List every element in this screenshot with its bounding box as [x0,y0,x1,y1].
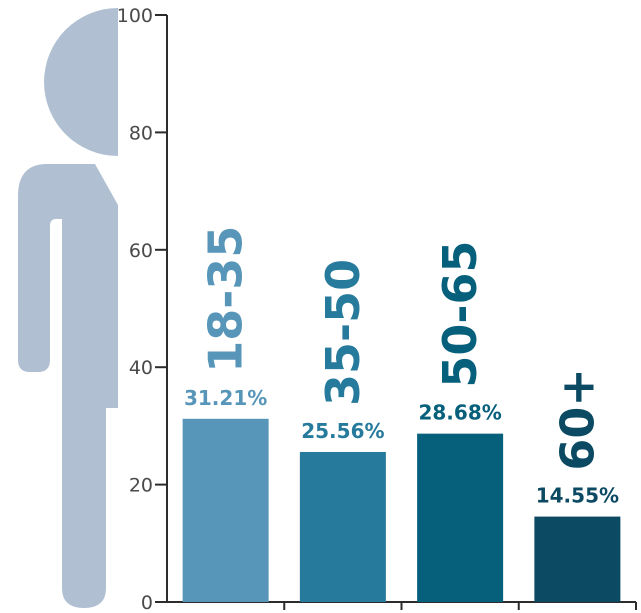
person-silhouette-icon [18,8,119,608]
bar-18-35 [182,418,269,602]
y-tick-label: 20 [129,475,153,497]
value-label: 25.56% [301,419,384,443]
y-tick-label: 80 [129,122,153,144]
y-tick-label: 100 [117,5,153,27]
category-label: 60+ [550,368,604,471]
bar-35-50 [299,451,386,602]
y-tick-label: 60 [129,240,153,262]
bars [182,418,621,602]
category-label: 50-65 [433,241,487,388]
bar-labels: 31.21% 18-35 25.56% 35-50 28.68% 50-65 14.55% 6… [184,226,619,508]
category-label: 35-50 [316,259,370,406]
value-label: 31.21% [184,386,267,410]
bar-60+ [534,516,621,602]
y-tick-label: 40 [129,357,153,379]
category-label: 18-35 [199,226,253,373]
bar-50-65 [417,433,504,602]
y-tick-label: 0 [141,592,153,613]
value-label: 28.68% [418,401,501,425]
value-label: 14.55% [536,484,619,508]
